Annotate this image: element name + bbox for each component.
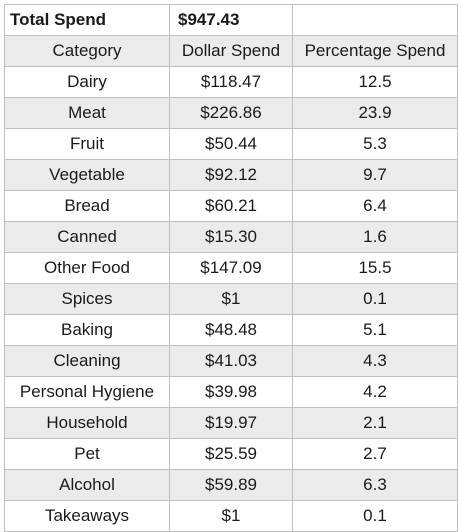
table-row: Fruit $50.44 5.3: [4, 128, 458, 160]
category-cell[interactable]: Meat: [4, 97, 170, 129]
total-spend-label[interactable]: Total Spend: [4, 4, 170, 36]
spend-table-body: Total Spend $947.43 Category Dollar Spen…: [4, 4, 458, 532]
category-cell[interactable]: Vegetable: [4, 159, 170, 191]
table-row: Takeaways $1 0.1: [4, 500, 458, 532]
percentage-spend-cell[interactable]: 1.6: [292, 221, 458, 253]
percentage-spend-cell[interactable]: 5.1: [292, 314, 458, 346]
dollar-spend-cell[interactable]: $92.12: [169, 159, 293, 191]
header-percentage-spend[interactable]: Percentage Spend: [292, 35, 458, 67]
percentage-spend-cell[interactable]: 6.3: [292, 469, 458, 501]
dollar-spend-cell[interactable]: $15.30: [169, 221, 293, 253]
dollar-spend-cell[interactable]: $19.97: [169, 407, 293, 439]
category-cell[interactable]: Cleaning: [4, 345, 170, 377]
total-spend-row: Total Spend $947.43: [4, 4, 458, 36]
table-row: Cleaning $41.03 4.3: [4, 345, 458, 377]
percentage-spend-cell[interactable]: 15.5: [292, 252, 458, 284]
category-cell[interactable]: Bread: [4, 190, 170, 222]
category-cell[interactable]: Spices: [4, 283, 170, 315]
table-row: Spices $1 0.1: [4, 283, 458, 315]
table-row: Alcohol $59.89 6.3: [4, 469, 458, 501]
dollar-spend-cell[interactable]: $48.48: [169, 314, 293, 346]
table-row: Dairy $118.47 12.5: [4, 66, 458, 98]
percentage-spend-cell[interactable]: 9.7: [292, 159, 458, 191]
dollar-spend-cell[interactable]: $50.44: [169, 128, 293, 160]
table-row: Meat $226.86 23.9: [4, 97, 458, 129]
table-row: Household $19.97 2.1: [4, 407, 458, 439]
percentage-spend-cell[interactable]: 0.1: [292, 283, 458, 315]
percentage-spend-cell[interactable]: 0.1: [292, 500, 458, 532]
category-cell[interactable]: Baking: [4, 314, 170, 346]
dollar-spend-cell[interactable]: $60.21: [169, 190, 293, 222]
percentage-spend-cell[interactable]: 6.4: [292, 190, 458, 222]
dollar-spend-cell[interactable]: $226.86: [169, 97, 293, 129]
category-cell[interactable]: Canned: [4, 221, 170, 253]
category-cell[interactable]: Alcohol: [4, 469, 170, 501]
category-cell[interactable]: Other Food: [4, 252, 170, 284]
table-row: Canned $15.30 1.6: [4, 221, 458, 253]
dollar-spend-cell[interactable]: $59.89: [169, 469, 293, 501]
dollar-spend-cell[interactable]: $1: [169, 283, 293, 315]
percentage-spend-cell[interactable]: 4.2: [292, 376, 458, 408]
table-row: Other Food $147.09 15.5: [4, 252, 458, 284]
dollar-spend-cell[interactable]: $118.47: [169, 66, 293, 98]
percentage-spend-cell[interactable]: 4.3: [292, 345, 458, 377]
header-dollar-spend[interactable]: Dollar Spend: [169, 35, 293, 67]
spend-table: Total Spend $947.43 Category Dollar Spen…: [4, 4, 458, 532]
dollar-spend-cell[interactable]: $25.59: [169, 438, 293, 470]
total-spend-value[interactable]: $947.43: [169, 4, 293, 36]
header-row: Category Dollar Spend Percentage Spend: [4, 35, 458, 67]
category-cell[interactable]: Fruit: [4, 128, 170, 160]
table-row: Pet $25.59 2.7: [4, 438, 458, 470]
table-row: Baking $48.48 5.1: [4, 314, 458, 346]
category-cell[interactable]: Takeaways: [4, 500, 170, 532]
dollar-spend-cell[interactable]: $41.03: [169, 345, 293, 377]
percentage-spend-cell[interactable]: 12.5: [292, 66, 458, 98]
percentage-spend-cell[interactable]: 5.3: [292, 128, 458, 160]
percentage-spend-cell[interactable]: 2.1: [292, 407, 458, 439]
table-row: Bread $60.21 6.4: [4, 190, 458, 222]
category-cell[interactable]: Personal Hygiene: [4, 376, 170, 408]
category-cell[interactable]: Pet: [4, 438, 170, 470]
dollar-spend-cell[interactable]: $147.09: [169, 252, 293, 284]
table-row: Personal Hygiene $39.98 4.2: [4, 376, 458, 408]
percentage-spend-cell[interactable]: 23.9: [292, 97, 458, 129]
category-cell[interactable]: Dairy: [4, 66, 170, 98]
dollar-spend-cell[interactable]: $1: [169, 500, 293, 532]
dollar-spend-cell[interactable]: $39.98: [169, 376, 293, 408]
total-spend-empty-cell[interactable]: [292, 4, 458, 36]
category-cell[interactable]: Household: [4, 407, 170, 439]
percentage-spend-cell[interactable]: 2.7: [292, 438, 458, 470]
table-row: Vegetable $92.12 9.7: [4, 159, 458, 191]
header-category[interactable]: Category: [4, 35, 170, 67]
